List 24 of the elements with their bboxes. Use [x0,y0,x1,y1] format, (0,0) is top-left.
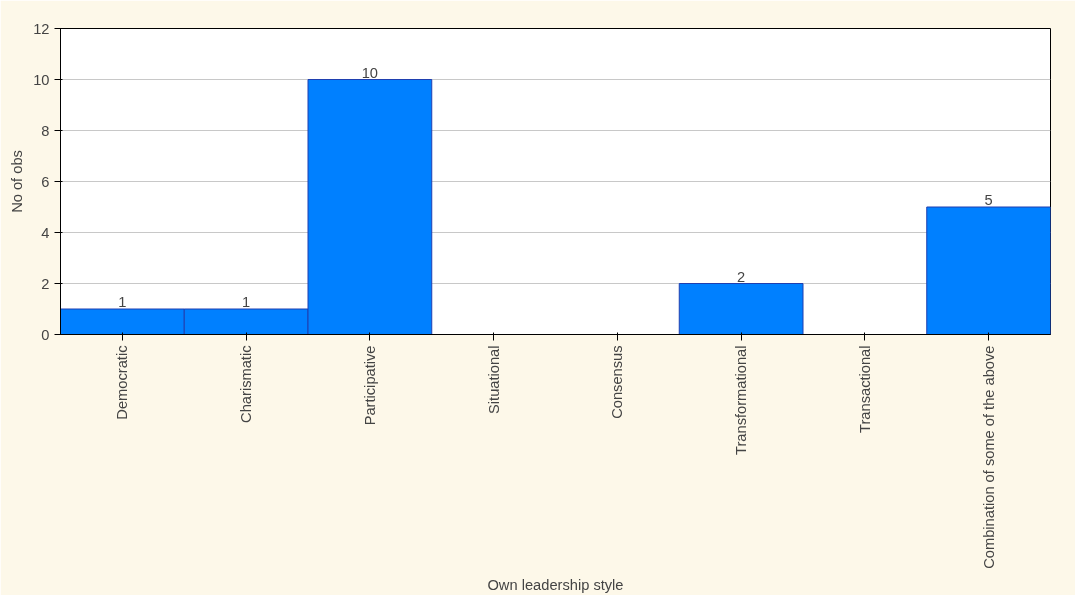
x-tick-label: Charismatic [238,345,255,423]
x-tick-label: Transformational [733,345,750,455]
x-tick-label: Situational [485,345,502,414]
data-label: 1 [242,294,251,310]
y-tick-label: 2 [41,275,50,292]
bar [926,206,1051,335]
y-tick-label: 4 [41,224,50,241]
y-axis-title: No of obs [9,150,26,213]
x-tick-label: Participative [361,345,378,426]
y-tick-label: 10 [33,71,50,88]
x-axis-title: Own leadership style [487,576,624,593]
data-label: 2 [737,268,746,285]
y-tick-label: 12 [33,20,50,37]
x-tick-label: Democratic [114,345,131,420]
x-tick-label: Consensus [609,345,626,419]
data-label: 10 [361,64,379,81]
y-tick-label: 0 [41,326,50,343]
x-tick-label: Transactional [856,345,873,433]
data-label: 1 [118,294,127,310]
bar [678,283,804,335]
y-tick-label: 6 [41,173,50,190]
y-tick-label: 8 [41,122,50,139]
x-tick-label: Combination of some of the above [980,345,997,569]
data-label: 5 [984,192,993,208]
